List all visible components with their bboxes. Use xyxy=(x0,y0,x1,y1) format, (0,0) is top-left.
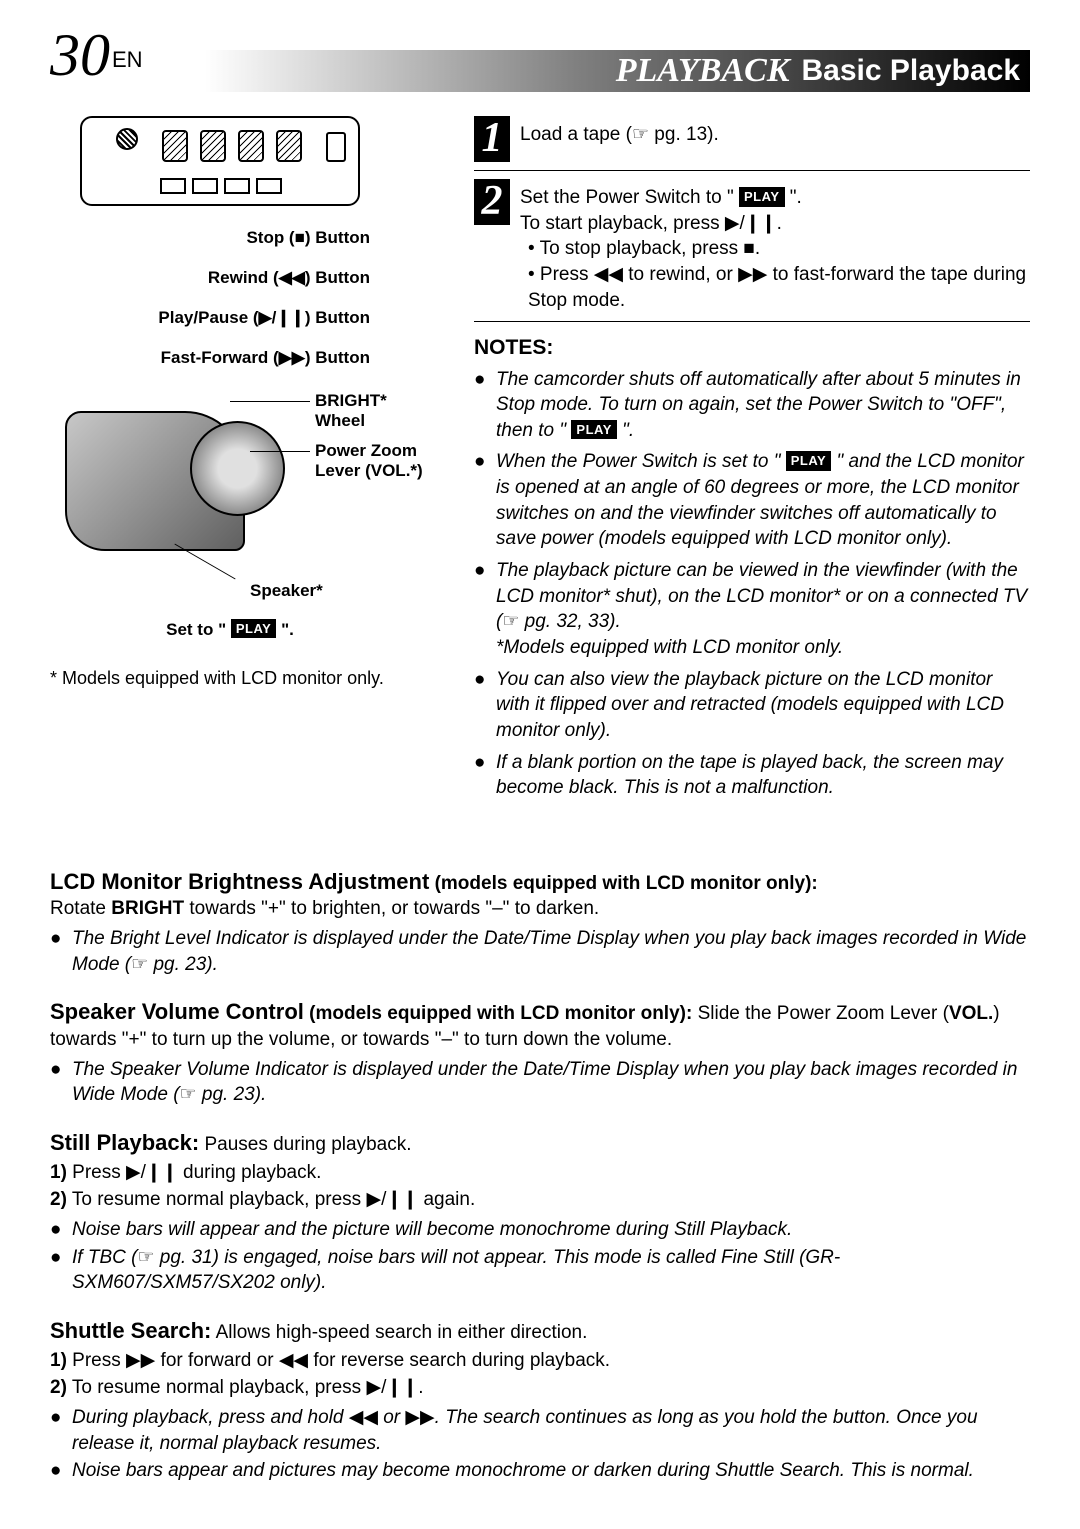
page-number-value: 30 xyxy=(50,22,110,88)
camcorder-illustration: BRIGHT* Wheel Power Zoom Lever (VOL.*) S… xyxy=(50,391,430,611)
section-speaker-volume: Speaker Volume Control (models equipped … xyxy=(50,997,1030,1108)
page-suffix: EN xyxy=(112,47,143,72)
note-item: You can also view the playback picture o… xyxy=(474,667,1030,744)
bullet-item: The Bright Level Indicator is displayed … xyxy=(50,926,1030,977)
diagram-column: Stop (■) Button Rewind (◀◀) Button Play/… xyxy=(50,116,450,807)
bullet-item: The Speaker Volume Indicator is displaye… xyxy=(50,1057,1030,1108)
step-2: 2 Set the Power Switch to " PLAY ". To s… xyxy=(474,179,1030,322)
label-power-zoom: Power Zoom Lever (VOL.*) xyxy=(315,441,423,482)
step-1: 1 Load a tape (☞ pg. 13). xyxy=(474,116,1030,171)
page-header: 30EN PLAYBACK Basic Playback xyxy=(50,40,1030,96)
section-lcd-brightness: LCD Monitor Brightness Adjustment (model… xyxy=(50,867,1030,978)
play-badge: PLAY xyxy=(739,187,784,207)
bullet-item: Noise bars appear and pictures may becom… xyxy=(50,1458,1030,1484)
instructions-column: 1 Load a tape (☞ pg. 13). 2 Set the Powe… xyxy=(474,116,1030,807)
bullet-item: Noise bars will appear and the picture w… xyxy=(50,1217,1030,1243)
bullet-item: During playback, press and hold ◀◀ or ▶▶… xyxy=(50,1405,1030,1456)
play-badge: PLAY xyxy=(231,619,276,639)
note-item: When the Power Switch is set to " PLAY "… xyxy=(474,449,1030,552)
notes-list: The camcorder shuts off automatically af… xyxy=(474,367,1030,801)
bullet-item: If TBC (☞ pg. 31) is engaged, noise bars… xyxy=(50,1245,1030,1296)
label-bright-wheel: BRIGHT* Wheel xyxy=(315,391,430,432)
step-number: 1 xyxy=(474,116,510,162)
note-item: The camcorder shuts off automatically af… xyxy=(474,367,1030,444)
note-item: If a blank portion on the tape is played… xyxy=(474,750,1030,801)
page-number: 30EN xyxy=(50,15,143,96)
set-to-label: Set to " PLAY ". xyxy=(10,619,450,642)
label-playpause-button: Play/Pause (▶/❙❙) Button xyxy=(100,293,450,333)
label-rewind-button: Rewind (◀◀) Button xyxy=(100,253,450,293)
notes-heading: NOTES: xyxy=(474,334,1030,362)
section-shuttle-search: Shuttle Search: Allows high-speed search… xyxy=(50,1316,1030,1484)
top-panel-illustration xyxy=(80,116,360,206)
label-speaker: Speaker* xyxy=(250,581,323,601)
header-title-italic: PLAYBACK xyxy=(616,48,790,94)
note-item: The playback picture can be viewed in th… xyxy=(474,558,1030,661)
step-number: 2 xyxy=(474,179,510,225)
label-ff-button: Fast-Forward (▶▶) Button xyxy=(100,333,450,373)
header-title-regular: Basic Playback xyxy=(802,51,1020,92)
label-stop-button: Stop (■) Button xyxy=(100,224,450,253)
diagram-footnote: * Models equipped with LCD monitor only. xyxy=(50,666,450,690)
header-bar: PLAYBACK Basic Playback xyxy=(205,50,1030,92)
section-still-playback: Still Playback: Pauses during playback. … xyxy=(50,1128,1030,1296)
